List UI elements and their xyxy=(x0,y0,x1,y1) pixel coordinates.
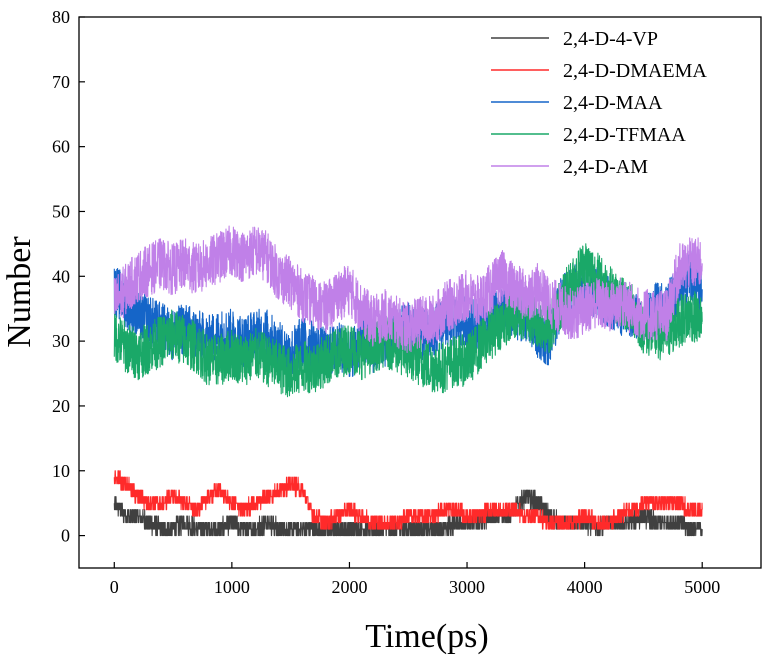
x-tick-label: 3000 xyxy=(449,577,485,597)
x-tick-label: 5000 xyxy=(684,577,720,597)
x-tick-label: 1000 xyxy=(214,577,250,597)
x-tick-label: 0 xyxy=(110,577,119,597)
x-axis-ticks: 0 1000 2000 3000 4000 5000 xyxy=(110,562,720,597)
y-axis-title: Number xyxy=(1,236,38,348)
y-tick-label: 80 xyxy=(52,7,70,27)
y-tick-label: 0 xyxy=(61,526,70,546)
plot-frame xyxy=(78,16,762,569)
series-line xyxy=(113,225,703,354)
plot-series xyxy=(113,225,703,537)
y-tick-label: 60 xyxy=(52,137,70,157)
legend-label: 2,4-D-MAA xyxy=(563,92,663,114)
y-tick-label: 40 xyxy=(52,266,70,286)
y-tick-label: 30 xyxy=(52,331,70,351)
legend: 2,4-D-4-VP 2,4-D-DMAEMA 2,4-D-MAA 2,4-D-TFM… xyxy=(491,28,707,178)
legend-label: 2,4-D-4-VP xyxy=(563,28,658,50)
y-tick-label: 70 xyxy=(52,72,70,92)
legend-label: 2,4-D-AM xyxy=(563,156,648,178)
y-axis-ticks: 0 10 20 30 40 50 60 70 80 xyxy=(52,7,85,546)
x-axis-title: Time(ps) xyxy=(365,618,488,655)
x-tick-label: 4000 xyxy=(567,577,603,597)
legend-label: 2,4-D-DMAEMA xyxy=(563,60,707,82)
y-tick-label: 20 xyxy=(52,396,70,416)
x-tick-label: 2000 xyxy=(331,577,367,597)
y-tick-label: 10 xyxy=(52,461,70,481)
legend-label: 2,4-D-TFMAA xyxy=(563,124,686,146)
series-line xyxy=(113,470,703,530)
y-tick-label: 50 xyxy=(52,201,70,221)
